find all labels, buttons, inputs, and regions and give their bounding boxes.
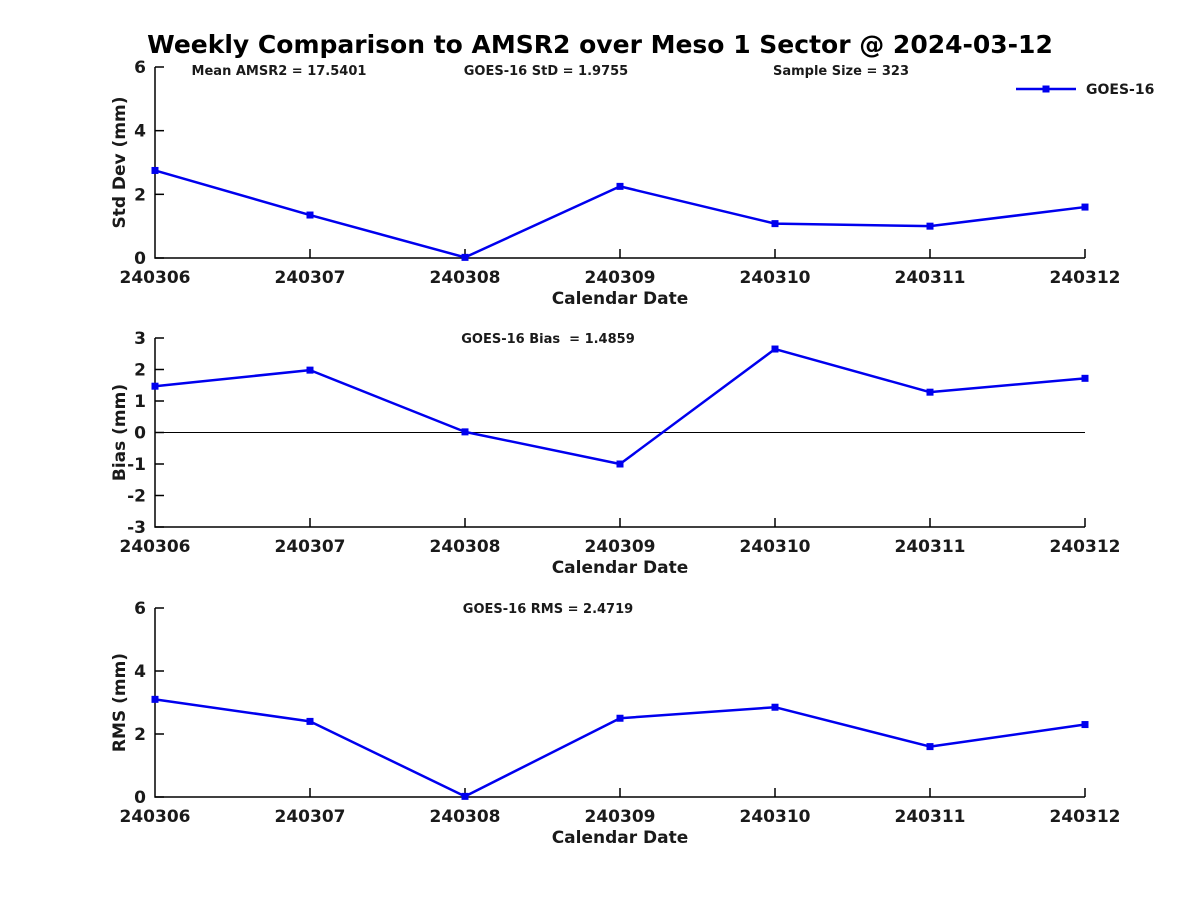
subplot-annotation: GOES-16 RMS = 2.4719 bbox=[463, 602, 633, 617]
data-point-marker bbox=[1081, 721, 1089, 729]
x-tick-label: 240312 bbox=[1050, 807, 1121, 827]
x-axis-label: Calendar Date bbox=[552, 558, 689, 578]
x-tick-label: 240306 bbox=[120, 268, 191, 288]
y-tick-label: 6 bbox=[134, 58, 146, 78]
data-line bbox=[154, 698, 1086, 798]
y-tick-label: -2 bbox=[127, 487, 146, 507]
data-point-marker bbox=[461, 792, 469, 800]
axis-frame bbox=[154, 608, 1085, 798]
y-tick-label: 6 bbox=[134, 599, 146, 619]
data-point-marker bbox=[461, 428, 469, 436]
data-point-marker bbox=[926, 222, 934, 230]
x-axis-label: Calendar Date bbox=[552, 828, 689, 848]
axis-frame bbox=[154, 67, 1085, 259]
data-point-marker bbox=[151, 382, 159, 390]
data-point-marker bbox=[771, 703, 779, 711]
data-point-marker bbox=[306, 211, 314, 219]
x-axis-label: Calendar Date bbox=[552, 289, 689, 309]
data-point-marker bbox=[306, 717, 314, 725]
x-tick-label: 240309 bbox=[585, 268, 656, 288]
y-tick-label: 2 bbox=[134, 185, 146, 205]
x-tick-label: 240307 bbox=[275, 807, 346, 827]
y-tick-label: 3 bbox=[134, 329, 146, 349]
x-tick-label: 240307 bbox=[275, 268, 346, 288]
subplot-annotation: Mean AMSR2 = 17.5401 bbox=[192, 64, 367, 79]
y-tick-label: 0 bbox=[134, 424, 146, 444]
legend: GOES-16 bbox=[1016, 82, 1154, 98]
x-tick-label: 240306 bbox=[120, 537, 191, 557]
x-tick-label: 240310 bbox=[740, 537, 811, 557]
x-tick-label: 240312 bbox=[1050, 537, 1121, 557]
x-tick-label: 240311 bbox=[895, 537, 966, 557]
data-point-marker bbox=[616, 182, 624, 190]
data-point-marker bbox=[771, 220, 779, 228]
data-point-marker bbox=[461, 253, 469, 261]
chart-title: Weekly Comparison to AMSR2 over Meso 1 S… bbox=[147, 30, 1053, 59]
y-tick-label: 4 bbox=[134, 662, 146, 682]
y-axis-label: Std Dev (mm) bbox=[110, 96, 130, 228]
data-point-marker bbox=[771, 345, 779, 353]
data-point-marker bbox=[151, 695, 159, 703]
y-tick-label: 0 bbox=[134, 249, 146, 269]
x-tick-label: 240310 bbox=[740, 268, 811, 288]
subplot-annotation: Sample Size = 323 bbox=[773, 64, 909, 79]
data-line bbox=[154, 347, 1086, 466]
subplot-rms: 0 2 4 6 240306 240307 240308 240309 240310 240311… bbox=[110, 599, 1120, 848]
data-point-marker bbox=[1081, 203, 1089, 211]
y-tick-label: 4 bbox=[134, 122, 146, 142]
data-point-marker bbox=[1081, 374, 1089, 382]
y-axis-label: Bias (mm) bbox=[110, 384, 130, 481]
x-tick-label: 240311 bbox=[895, 807, 966, 827]
x-tick-label: 240311 bbox=[895, 268, 966, 288]
y-tick-label: 1 bbox=[134, 392, 146, 412]
x-tick-label: 240307 bbox=[275, 537, 346, 557]
x-tick-label: 240308 bbox=[430, 537, 501, 557]
subplot-annotation: GOES-16 Bias = 1.4859 bbox=[461, 332, 635, 347]
x-tick-label: 240308 bbox=[430, 268, 501, 288]
x-tick-label: 240312 bbox=[1050, 268, 1121, 288]
x-tick-label: 240308 bbox=[430, 807, 501, 827]
legend-label: GOES-16 bbox=[1086, 82, 1154, 98]
y-tick-label: 2 bbox=[134, 361, 146, 381]
subplot-bias: -3 -2 -1 0 1 2 3 240306 240307 240308 240309 240310… bbox=[110, 329, 1120, 578]
x-tick-label: 240310 bbox=[740, 807, 811, 827]
data-point-marker bbox=[151, 166, 159, 174]
y-tick-label: -1 bbox=[127, 455, 146, 475]
x-tick-label: 240309 bbox=[585, 537, 656, 557]
y-tick-label: -3 bbox=[127, 518, 146, 538]
data-point-marker bbox=[926, 743, 934, 751]
data-point-marker bbox=[926, 388, 934, 396]
legend-marker-sample bbox=[1042, 85, 1050, 93]
subplot-annotation: GOES-16 StD = 1.9755 bbox=[464, 64, 628, 79]
x-tick-label: 240306 bbox=[120, 807, 191, 827]
data-point-marker bbox=[616, 714, 624, 722]
y-tick-label: 0 bbox=[134, 788, 146, 808]
data-point-marker bbox=[306, 366, 314, 374]
y-tick-label: 2 bbox=[134, 725, 146, 745]
x-tick-label: 240309 bbox=[585, 807, 656, 827]
data-point-marker bbox=[616, 460, 624, 468]
subplot-std-dev: 0 2 4 6 240306 240307 240308 240309 240310 240311… bbox=[110, 58, 1120, 309]
y-axis-label: RMS (mm) bbox=[110, 653, 130, 752]
